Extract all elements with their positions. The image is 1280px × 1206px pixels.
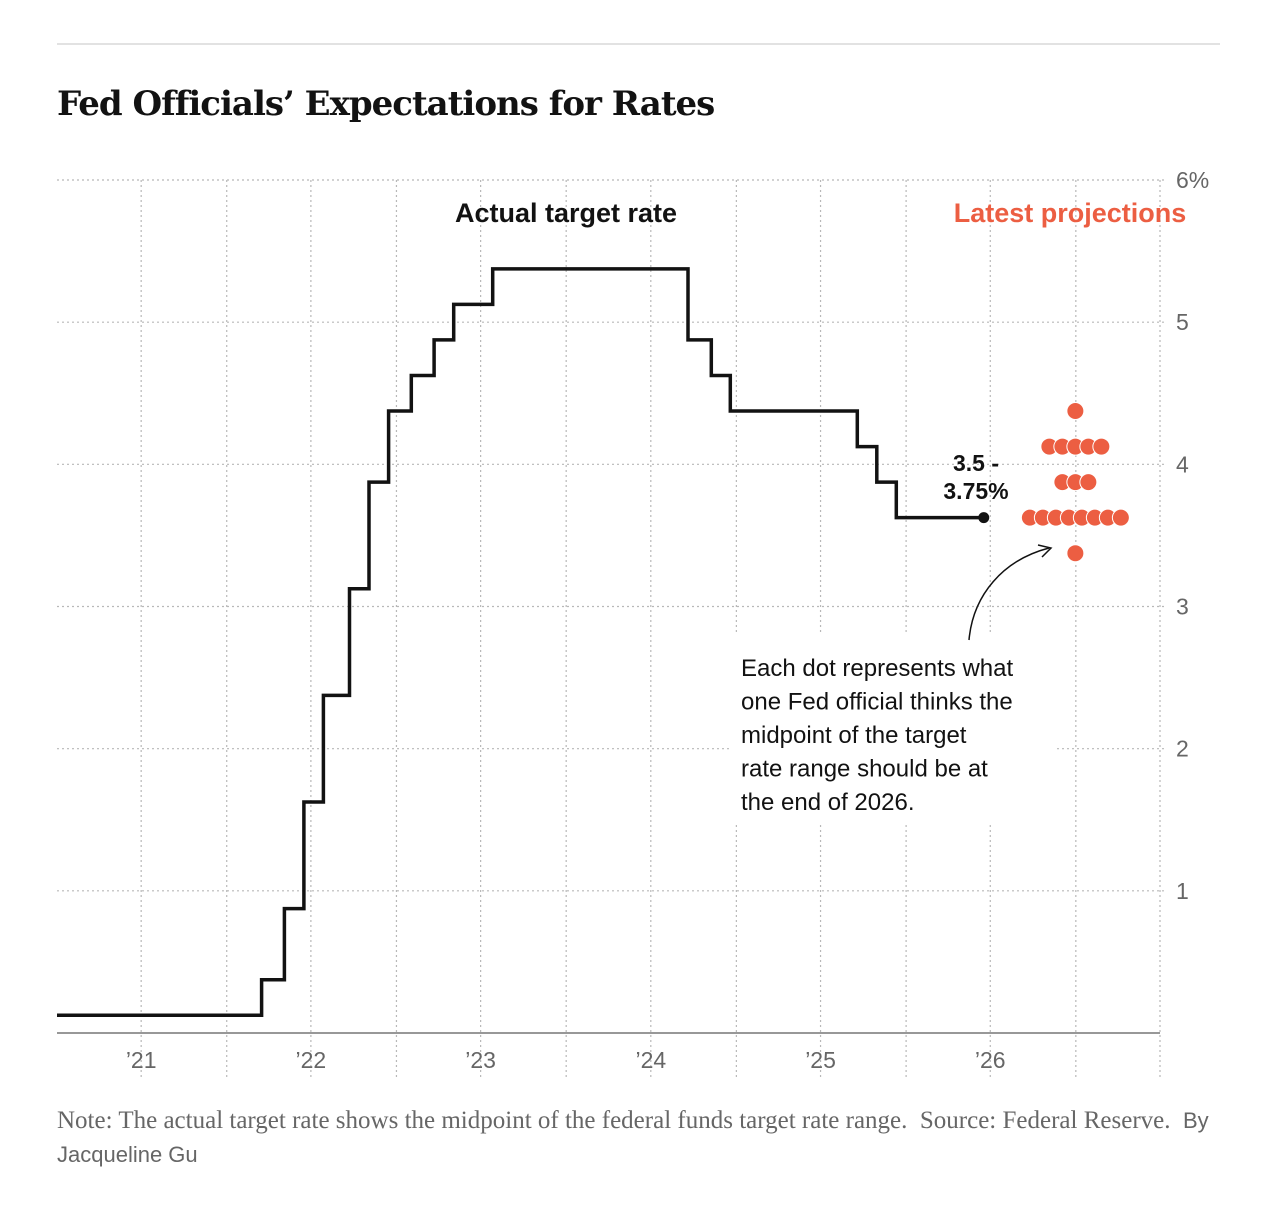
projection-dot <box>1111 508 1130 527</box>
current-rate-marker <box>978 512 990 524</box>
projection-series-label: Latest projections <box>954 198 1187 228</box>
y-tick-label: 6% <box>1176 167 1209 193</box>
series-layer <box>57 267 990 1017</box>
note-text: Note: The actual target rate shows the m… <box>57 1107 908 1134</box>
x-tick-label: ’21 <box>126 1047 157 1073</box>
projection-dot <box>1066 402 1085 421</box>
current-rate-label: 3.75% <box>943 478 1008 504</box>
x-tick-label: ’26 <box>975 1047 1006 1073</box>
projection-dot <box>1092 437 1111 456</box>
annotation-arrow <box>968 547 1050 641</box>
chart-title: Fed Officials’ Expectations for Rates <box>57 84 715 124</box>
annotation-line: the end of 2026. <box>741 789 914 816</box>
actual-rate-line <box>57 267 984 1017</box>
label-layer: 1 2 3 4 5 6% ’21 ’22 ’23 ’24 ’25 ’26 Actual target r… <box>126 167 1209 1073</box>
grid-layer <box>57 179 1165 1077</box>
projection-dots <box>1020 402 1130 563</box>
footnote: Note: The actual target rate shows the m… <box>57 1104 1222 1172</box>
annotation-layer: Each dot represents what one Fed official… <box>730 544 1055 824</box>
byline: By Jacqueline Gu <box>57 1108 1209 1167</box>
projection-dot <box>1079 473 1098 492</box>
x-tick-label: ’22 <box>296 1047 327 1073</box>
annotation-line: Each dot represents what <box>741 655 1013 682</box>
x-tick-label: ’23 <box>465 1047 496 1073</box>
y-tick-label: 5 <box>1176 309 1189 335</box>
annotation-line: rate range should be at <box>741 756 988 783</box>
annotation-arrowhead <box>1037 544 1053 558</box>
x-tick-label: ’25 <box>805 1047 836 1073</box>
actual-series-label: Actual target rate <box>455 198 677 228</box>
y-tick-label: 3 <box>1176 594 1189 620</box>
rate-chart: 1 2 3 4 5 6% ’21 ’22 ’23 ’24 ’25 ’26 Actual target r… <box>57 167 1209 1077</box>
annotation-line: midpoint of the target <box>741 722 967 749</box>
y-tick-label: 1 <box>1176 878 1189 904</box>
y-tick-label: 2 <box>1176 736 1189 762</box>
y-tick-label: 4 <box>1176 451 1189 477</box>
current-rate-label: 3.5 - <box>953 450 999 476</box>
top-rule <box>57 43 1220 45</box>
annotation-backdrop <box>730 632 1055 824</box>
projection-dot <box>1066 544 1085 563</box>
x-tick-label: ’24 <box>635 1047 666 1073</box>
source-text: Source: Federal Reserve. <box>919 1107 1171 1134</box>
annotation-line: one Fed official thinks the <box>741 689 1013 716</box>
